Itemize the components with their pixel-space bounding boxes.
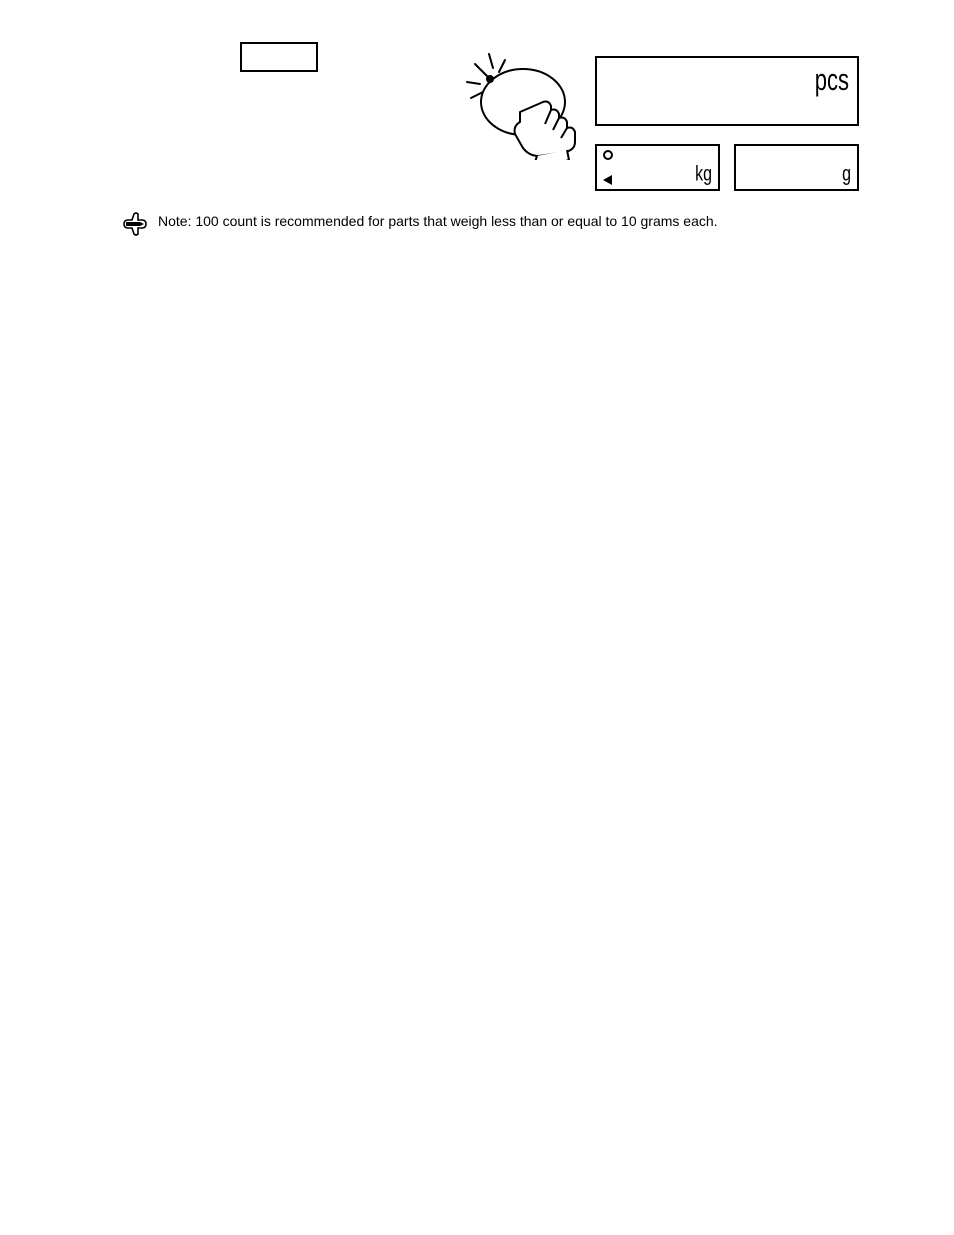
note-row: Note: 100 count is recommended for parts… [120,212,854,243]
display-bottom-row: kg g [595,144,875,191]
count-button-graphic[interactable] [240,42,318,72]
display-g: g [734,144,859,191]
manual-page: pcs kg g Note: 100 co [0,0,954,1235]
stable-indicator-icon [603,175,612,185]
note-text: Note: 100 count is recommended for parts… [158,212,718,231]
display-panel: pcs kg g [595,56,875,191]
display-pcs: pcs [595,56,859,126]
press-button-icon [465,50,585,160]
unit-pcs: pcs [815,62,849,98]
unit-g: g [842,164,851,187]
display-kg: kg [595,144,720,191]
zero-indicator-icon [603,150,613,160]
unit-kg: kg [695,164,712,187]
pointing-hand-icon [120,210,148,243]
